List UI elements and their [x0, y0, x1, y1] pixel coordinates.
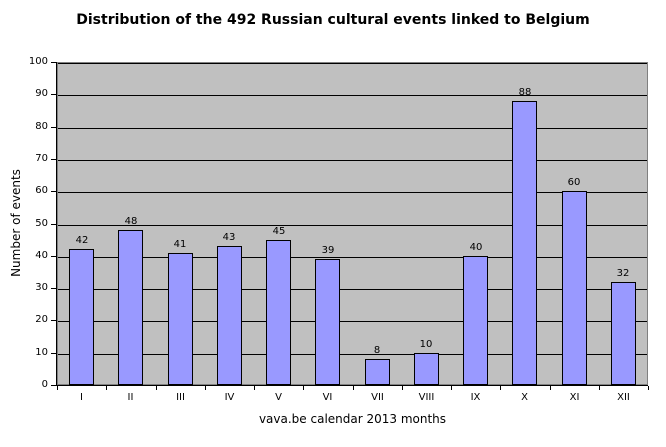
x-tick-mark-5 — [303, 386, 304, 390]
x-tick-label-IV: IV — [224, 392, 235, 403]
y-tick-label-10: 10 — [35, 347, 48, 358]
x-axis-title: vava.be calendar 2013 months — [258, 412, 447, 426]
y-tick-label-90: 90 — [35, 88, 48, 99]
y-tick-label-20: 20 — [35, 314, 48, 325]
gridline-y-10 — [58, 354, 647, 355]
x-tick-mark-1 — [106, 386, 107, 390]
gridline-y-20 — [58, 321, 647, 322]
x-tick-label-VII: VII — [371, 392, 384, 403]
y-tick-mark-20 — [51, 320, 56, 321]
y-tick-label-0: 0 — [41, 379, 48, 390]
y-tick-label-60: 60 — [35, 185, 48, 196]
gridline-y-40 — [58, 257, 647, 258]
bar-III — [168, 253, 193, 385]
gridline-y-70 — [58, 160, 647, 161]
y-tick-mark-50 — [51, 224, 56, 225]
gridline-y-60 — [58, 192, 647, 193]
y-tick-mark-30 — [51, 288, 56, 289]
gridline-y-50 — [58, 225, 647, 226]
bar-VI — [315, 259, 340, 385]
bar-value-label-IV: 43 — [222, 232, 236, 243]
bar-IX — [463, 256, 488, 385]
x-tick-mark-2 — [156, 386, 157, 390]
bar-value-label-XI: 60 — [567, 177, 581, 188]
bar-value-label-X: 88 — [518, 87, 532, 98]
x-tick-label-I: I — [80, 392, 83, 403]
bar-value-label-I: 42 — [75, 235, 89, 246]
y-axis-line — [56, 62, 57, 386]
x-tick-mark-11 — [599, 386, 600, 390]
y-tick-mark-0 — [51, 385, 56, 386]
y-tick-mark-40 — [51, 256, 56, 257]
x-tick-label-VIII: VIII — [418, 392, 435, 403]
x-tick-mark-3 — [205, 386, 206, 390]
x-tick-label-VI: VI — [322, 392, 333, 403]
plot-area — [57, 62, 648, 385]
y-tick-mark-100 — [51, 62, 56, 63]
y-tick-mark-60 — [51, 191, 56, 192]
y-tick-mark-80 — [51, 127, 56, 128]
x-tick-mark-12 — [648, 386, 649, 390]
x-tick-label-II: II — [127, 392, 134, 403]
y-tick-label-100: 100 — [28, 56, 48, 67]
bar-X — [512, 101, 537, 385]
bar-I — [69, 249, 94, 385]
y-tick-mark-10 — [51, 353, 56, 354]
bar-value-label-VII: 8 — [373, 345, 381, 356]
bar-II — [118, 230, 143, 385]
x-tick-label-X: X — [521, 392, 528, 403]
bar-VII — [365, 359, 390, 385]
gridline-y-90 — [58, 95, 647, 96]
x-tick-mark-6 — [353, 386, 354, 390]
bar-value-label-III: 41 — [173, 239, 187, 250]
bar-value-label-IX: 40 — [469, 242, 483, 253]
y-tick-label-40: 40 — [35, 250, 48, 261]
gridline-y-30 — [58, 289, 647, 290]
bar-value-label-II: 48 — [124, 216, 138, 227]
gridline-y-100 — [58, 63, 647, 64]
bar-XII — [611, 282, 636, 385]
x-tick-mark-10 — [550, 386, 551, 390]
bar-value-label-V: 45 — [272, 226, 286, 237]
x-tick-mark-0 — [57, 386, 58, 390]
x-tick-mark-8 — [451, 386, 452, 390]
x-tick-label-III: III — [176, 392, 185, 403]
x-tick-label-XI: XI — [569, 392, 580, 403]
bar-VIII — [414, 353, 439, 385]
x-tick-mark-4 — [254, 386, 255, 390]
chart-title: Distribution of the 492 Russian cultural… — [76, 12, 590, 28]
y-tick-label-70: 70 — [35, 153, 48, 164]
bar-value-label-VIII: 10 — [419, 339, 433, 350]
gridline-y-80 — [58, 128, 647, 129]
y-tick-mark-70 — [51, 159, 56, 160]
x-tick-mark-7 — [402, 386, 403, 390]
y-tick-label-50: 50 — [35, 218, 48, 229]
x-tick-mark-9 — [500, 386, 501, 390]
bar-V — [266, 240, 291, 385]
y-tick-label-80: 80 — [35, 121, 48, 132]
x-tick-label-V: V — [275, 392, 282, 403]
bar-XI — [562, 191, 587, 385]
y-tick-label-30: 30 — [35, 282, 48, 293]
bar-value-label-VI: 39 — [321, 245, 335, 256]
bar-IV — [217, 246, 242, 385]
bar-value-label-XII: 32 — [616, 268, 630, 279]
x-axis-line — [56, 385, 648, 386]
x-tick-label-IX: IX — [470, 392, 481, 403]
x-tick-label-XII: XII — [617, 392, 630, 403]
y-tick-mark-90 — [51, 94, 56, 95]
